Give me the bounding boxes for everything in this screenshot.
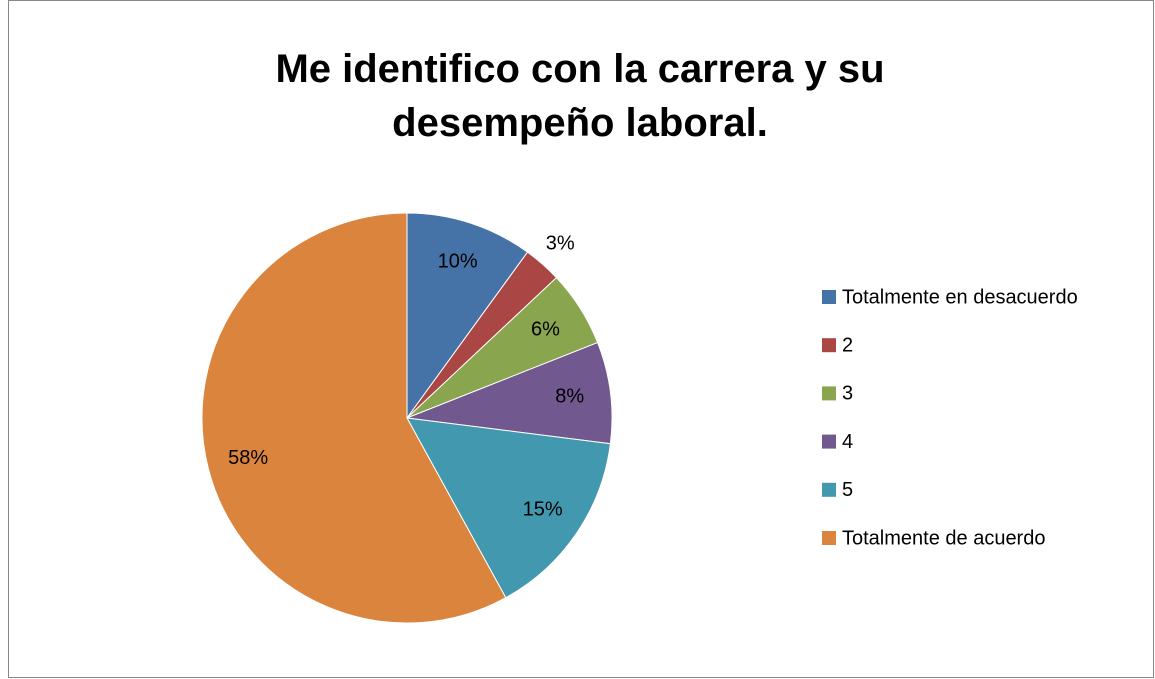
legend-label: Totalmente en desacuerdo xyxy=(842,286,1078,308)
data-label: 3% xyxy=(546,233,575,255)
chart-title: Me identifico con la carrera y su desemp… xyxy=(275,47,885,145)
pie-slice xyxy=(406,212,529,420)
legend-label: 5 xyxy=(842,479,853,501)
legend-label: 2 xyxy=(842,334,853,356)
data-label: 15% xyxy=(523,498,563,520)
pie-slice xyxy=(406,417,611,599)
legend-swatch xyxy=(822,290,836,304)
data-label: 58% xyxy=(228,447,268,469)
legend-label: 3 xyxy=(842,383,853,405)
legend-swatch xyxy=(822,531,836,545)
legend-swatch xyxy=(822,482,836,497)
legend-swatch xyxy=(822,434,836,449)
pie-slice xyxy=(201,212,507,624)
data-label: 6% xyxy=(531,318,560,340)
data-label: 10% xyxy=(438,250,478,272)
legend-label: Totalmente de acuerdo xyxy=(842,527,1045,549)
pie-slice xyxy=(406,341,613,445)
legend-label: 4 xyxy=(842,431,853,453)
legend-swatch xyxy=(822,386,836,401)
data-label: 8% xyxy=(555,386,584,408)
legend-swatch xyxy=(822,338,836,353)
